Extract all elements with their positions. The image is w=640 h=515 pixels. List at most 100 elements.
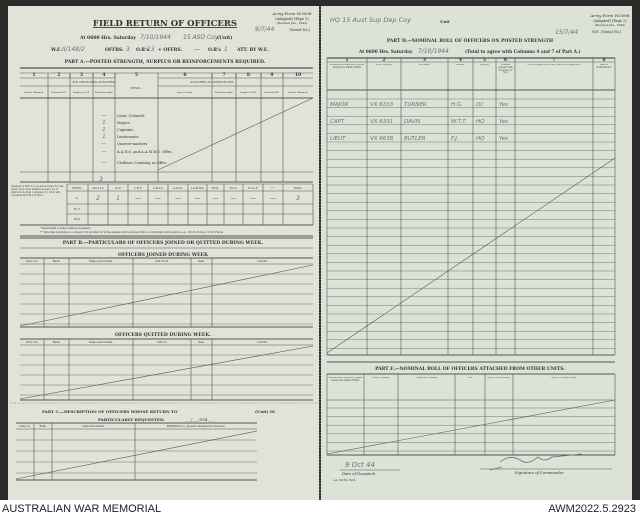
- form-ref: (Adapted) (Page 1): [275, 17, 309, 21]
- label-text: Name and Initials.: [89, 340, 113, 344]
- label-text: 3: [80, 72, 83, 78]
- roll-cell: VX 6333: [370, 102, 394, 108]
- ors2-value: 1: [224, 46, 228, 53]
- header-cell: Substantive Rank and Higher Temporary Ra…: [328, 377, 362, 382]
- roll-cell: Yes: [499, 119, 508, 125]
- roll-cell: DAVIS: [404, 119, 421, 125]
- header-cell: Nature of Attachment.: [551, 377, 577, 379]
- part-d-at-suffix: (Total to agree with Columns 4 and 7 of …: [465, 50, 581, 55]
- part-c-date-blank: ___/___/194___.: [185, 417, 215, 422]
- header-text: Date of Attachment.: [487, 377, 511, 379]
- analysis-note-wrap: Analysis of Part A to be shown here for …: [11, 185, 64, 197]
- at-line-unit: 15 ASD Coy: [183, 34, 219, 41]
- part-c-headers: Army No. Rank. Name and Initials. REMARKS (…: [18, 425, 225, 428]
- label-text: C.M.F.: [134, 187, 142, 190]
- part-a-detail-rows: Lieut.-Colonels Majors Captains Lieutenants…: [116, 114, 172, 165]
- roll-cell: MAJOR: [330, 102, 348, 108]
- header-cell: Date of Attachment.: [487, 377, 511, 379]
- label-text: 5: [135, 72, 138, 78]
- grid-line: [326, 399, 616, 455]
- caption-strip: [0, 500, 640, 515]
- roll-cell: CAPT: [330, 119, 345, 125]
- label-text: TOTAL.: [293, 187, 302, 190]
- label-text: CAUSE.: [257, 340, 268, 344]
- part-e-headers: Substantive Rank and Higher Temporary Ra…: [328, 377, 577, 382]
- part-d-title: PART D.—NOMINAL ROLL OF OFFICERS ON POST…: [387, 38, 554, 44]
- label-text: Lieut.-Colonels: [117, 114, 145, 118]
- roll-cell: OC: [476, 102, 484, 108]
- plus-offrs-value: —: [194, 46, 200, 53]
- header-cell: Army Number.: [375, 64, 392, 66]
- label-text: Rank.: [39, 425, 46, 428]
- left-page: [8, 6, 319, 500]
- despatch-date: 9 Oct 44: [345, 461, 375, 469]
- roll-cell: HQ: [476, 136, 485, 142]
- part-d-headers: Substantive Rank and Higher Temporary Ra…: [330, 64, 612, 74]
- header-cell: Date of Detachment.: [597, 64, 612, 69]
- serial-number: 15/7/44: [555, 29, 578, 36]
- roll-cell: Yes: [499, 136, 508, 142]
- label-text: 7: [552, 57, 555, 63]
- roll-cell: H.G.: [451, 102, 463, 108]
- analysis-note: Analysis of Part A to be shown here for …: [11, 185, 64, 197]
- analysis-value: —: [195, 195, 201, 202]
- posted-value: —: [102, 160, 107, 166]
- part-d-rows: MAJOR VX 6333 TURNER H.G. OC Yes CAPT VX 6331 DA…: [330, 102, 508, 142]
- we-value: II/148/2: [62, 46, 85, 53]
- offrs-value: 3: [126, 46, 130, 53]
- header-cell: Surname.: [418, 64, 431, 66]
- header-text: Posting.: [479, 64, 490, 66]
- roll-cell: VX 6638: [370, 136, 394, 142]
- label-text: 2: [57, 72, 60, 78]
- label-text: 7: [222, 72, 225, 78]
- label-text: Rank.: [53, 259, 61, 263]
- analysis-row-label: B.(1): [74, 207, 80, 211]
- label-text: 6: [183, 72, 186, 78]
- posted-value: 1: [102, 134, 105, 140]
- analysis-value: 1: [116, 195, 120, 202]
- footnote: * Insert detail of higher ranks as neces…: [40, 227, 91, 230]
- form-ref: Army Form W.3008: [272, 11, 312, 16]
- roll-cell: W.T.T.: [451, 119, 467, 125]
- label-text: Posted Strength.: [95, 91, 114, 94]
- part-a-posted-values: —111———: [102, 113, 107, 166]
- grid-line: [326, 157, 616, 354]
- header-text: Name and Initials.: [415, 377, 438, 379]
- ors-label: O.R's: [136, 47, 149, 53]
- posted-value: —: [102, 113, 107, 119]
- label-text: A.I.F.: [114, 187, 121, 190]
- label-text: 4: [459, 57, 462, 63]
- form-ref: (Revised Jan., 1943): [277, 21, 308, 25]
- plus-offrs-label: + OFFRS.: [158, 47, 182, 53]
- roll-cell: VX 6331: [370, 119, 393, 125]
- label-text: Date.: [198, 340, 205, 344]
- part-a-title: PART A.—POSTED STRENGTH, SURPLUS OR REIN…: [65, 59, 266, 65]
- analysis-row-label: B.(2): [74, 217, 80, 221]
- unit-value: HQ 15 Aust Sup Dep Coy: [330, 16, 411, 24]
- label-text: Posted Strength.: [215, 91, 234, 94]
- unit-label: (Unit): [217, 34, 232, 41]
- analysis-value: 2: [96, 195, 100, 202]
- analysis-value: —: [250, 195, 256, 202]
- part-a-column-numbers: 1 2 3 4 5 6 7 8 9 10: [32, 72, 301, 78]
- label-text: Deficient W.E.: [51, 91, 67, 94]
- ors2-label: O.R's: [208, 47, 221, 53]
- quitted-title: OFFICERS QUITTED DURING WEEK.: [115, 332, 211, 338]
- ors-value: 13: [147, 46, 155, 53]
- label-text: A.A.N.S.: [172, 187, 183, 190]
- part-c-line2: PARTICULARLY REQUESTED.: [98, 417, 165, 422]
- label-text: 4: [102, 72, 105, 78]
- at-line-prefix: At 0600 Hrs. Saturday: [79, 35, 136, 41]
- label-text: Unit From.: [155, 259, 170, 263]
- label-text: Captains: [117, 128, 133, 132]
- print-code: A.A. 100 Ms 15/43: [332, 479, 356, 482]
- joined-headers: Army No. Rank. Name and Initials. Unit From…: [25, 259, 268, 263]
- grid-line: [157, 97, 314, 171]
- header-text: Surname.: [418, 64, 431, 66]
- label-text: R.A.A.F.: [248, 187, 258, 190]
- signature-label: Signature of Commander: [515, 470, 564, 475]
- posted-value: 1: [102, 127, 105, 133]
- posted-value: —: [102, 149, 107, 155]
- label-text: CAUSE.: [257, 259, 268, 263]
- header-cell: Army Number.: [372, 377, 389, 379]
